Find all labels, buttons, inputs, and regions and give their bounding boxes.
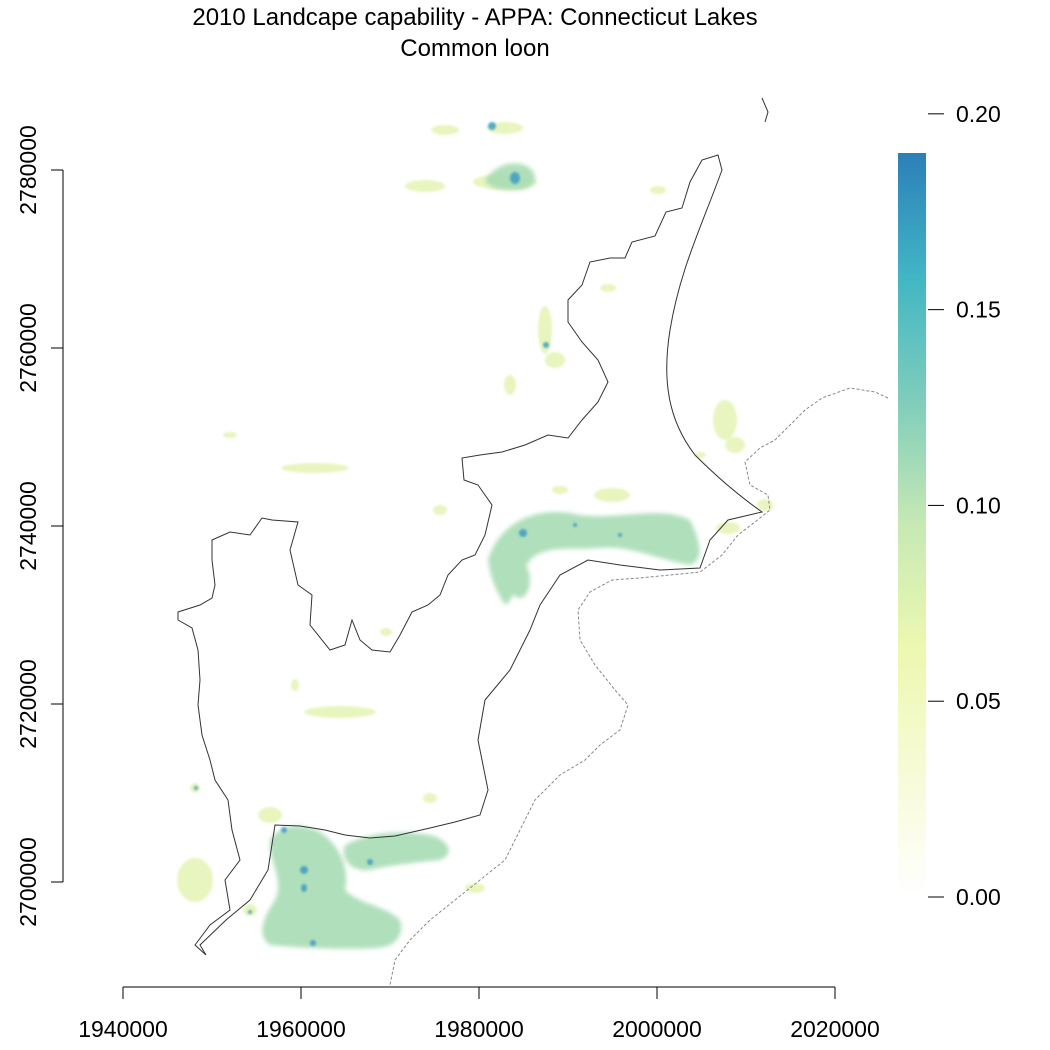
state-boundary-line [389,387,889,986]
legend-tick-label: 0.00 [956,884,1001,910]
legend-tick-label: 0.05 [956,688,1001,714]
y-tick-label: 2720000 [15,659,41,749]
legend-tick-label: 0.20 [956,101,1001,127]
x-tick-label: 1980000 [434,1016,524,1042]
x-tick-label: 1960000 [256,1016,346,1042]
y-tick-label: 2700000 [15,837,41,927]
legend-tick-label: 0.15 [956,297,1001,323]
y-tick-label: 2780000 [15,125,41,215]
y-axis: 2700000 2720000 2740000 2760000 2780000 [15,125,64,927]
x-tick-label: 1940000 [78,1016,168,1042]
river-boundary [761,97,769,123]
x-tick-label: 2020000 [790,1016,880,1042]
x-axis: 1940000 1960000 1980000 2000000 2020000 [78,986,880,1042]
map-boundaries [177,97,889,986]
color-legend: 0.00 0.05 0.10 0.15 0.20 [898,101,1001,910]
legend-tick-label: 0.10 [956,492,1001,518]
y-tick-label: 2740000 [15,481,41,571]
raster-mid [262,163,700,949]
chart-subtitle: Common loon [400,35,549,62]
lake-region-boundary [177,154,764,956]
capability-raster [177,122,773,949]
raster-high [194,122,622,946]
chart-title: 2010 Landcape capability - APPA: Connect… [192,4,757,31]
y-tick-label: 2760000 [15,303,41,393]
legend-colorbar [898,153,926,897]
legend-ticks: 0.00 0.05 0.10 0.15 0.20 [928,101,1001,910]
x-tick-label: 2000000 [612,1016,702,1042]
